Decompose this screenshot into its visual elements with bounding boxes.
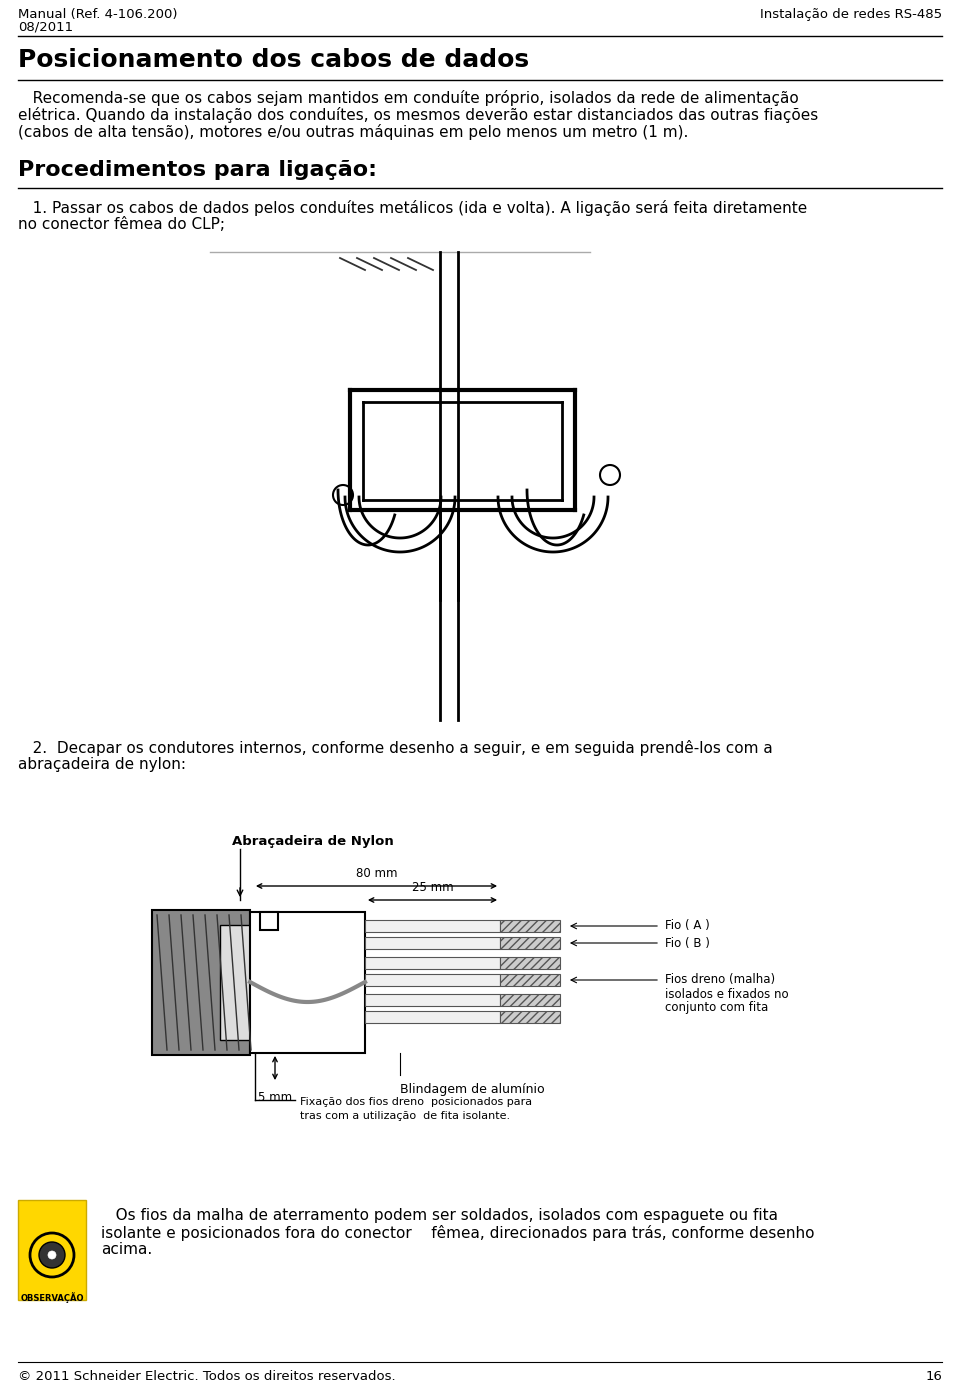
Text: Abraçadeira de Nylon: Abraçadeira de Nylon (232, 835, 394, 849)
Bar (365, 958, 500, 969)
Text: Fixação dos fios dreno  posicionados para: Fixação dos fios dreno posicionados para (300, 1097, 532, 1107)
Bar (18, 1199, 86, 1300)
Text: Fios dreno (malha): Fios dreno (malha) (665, 973, 775, 987)
Bar (152, 910, 250, 1055)
Text: Recomenda-se que os cabos sejam mantidos em conduíte próprio, isolados da rede d: Recomenda-se que os cabos sejam mantidos… (18, 89, 799, 106)
Text: Fio ( A ): Fio ( A ) (665, 920, 709, 932)
Text: Blindagem de alumínio: Blindagem de alumínio (400, 1083, 544, 1096)
Bar (500, 994, 560, 1007)
Text: 08/2011: 08/2011 (18, 21, 73, 34)
Text: 16: 16 (925, 1370, 942, 1383)
Circle shape (48, 1251, 56, 1260)
Bar (365, 974, 500, 986)
Text: Manual (Ref. 4-106.200): Manual (Ref. 4-106.200) (18, 8, 178, 21)
Text: 25 mm: 25 mm (412, 881, 453, 893)
Text: Instalação de redes RS-485: Instalação de redes RS-485 (760, 8, 942, 21)
Text: OBSERVAÇÃO: OBSERVAÇÃO (20, 1292, 84, 1303)
Text: Procedimentos para ligação:: Procedimentos para ligação: (18, 159, 377, 180)
Bar (260, 911, 278, 930)
Bar (500, 920, 560, 932)
Bar (500, 958, 560, 969)
Bar (500, 974, 560, 986)
Text: (cabos de alta tensão), motores e/ou outras máquinas em pelo menos um metro (1 m: (cabos de alta tensão), motores e/ou out… (18, 124, 688, 140)
Bar (365, 994, 500, 1007)
Bar (500, 937, 560, 949)
Text: Fio ( B ): Fio ( B ) (665, 937, 709, 949)
Circle shape (30, 1233, 74, 1276)
Text: 80 mm: 80 mm (356, 867, 397, 879)
Text: Posicionamento dos cabos de dados: Posicionamento dos cabos de dados (18, 48, 529, 73)
Text: Os fios da malha de aterramento podem ser soldados, isolados com espaguete ou fi: Os fios da malha de aterramento podem se… (101, 1208, 778, 1223)
Text: no conector fêmea do CLP;: no conector fêmea do CLP; (18, 217, 225, 232)
Text: acima.: acima. (101, 1241, 153, 1257)
Text: conjunto com fita: conjunto com fita (665, 1001, 768, 1015)
Text: tras com a utilização  de fita isolante.: tras com a utilização de fita isolante. (300, 1111, 510, 1121)
Text: isolados e fixados no: isolados e fixados no (665, 987, 788, 1001)
Text: 5 mm: 5 mm (258, 1090, 292, 1104)
Bar (250, 911, 365, 1053)
Bar (365, 920, 500, 932)
Text: elétrica. Quando da instalação dos conduítes, os mesmos deverão estar distanciad: elétrica. Quando da instalação dos condu… (18, 108, 818, 123)
Text: 2.  Decapar os condutores internos, conforme desenho a seguir, e em seguida pren: 2. Decapar os condutores internos, confo… (18, 740, 773, 756)
Bar (500, 1011, 560, 1023)
Text: isolante e posicionados fora do conector    fêmea, direcionados para trás, confo: isolante e posicionados fora do conector… (101, 1225, 814, 1241)
Bar (220, 925, 250, 1040)
Circle shape (39, 1241, 65, 1268)
Bar (365, 1011, 500, 1023)
Bar (365, 937, 500, 949)
Text: abraçadeira de nylon:: abraçadeira de nylon: (18, 756, 186, 772)
Text: 1. Passar os cabos de dados pelos conduítes metálicos (ida e volta). A ligação s: 1. Passar os cabos de dados pelos conduí… (18, 200, 807, 217)
Text: © 2011 Schneider Electric. Todos os direitos reservados.: © 2011 Schneider Electric. Todos os dire… (18, 1370, 396, 1383)
